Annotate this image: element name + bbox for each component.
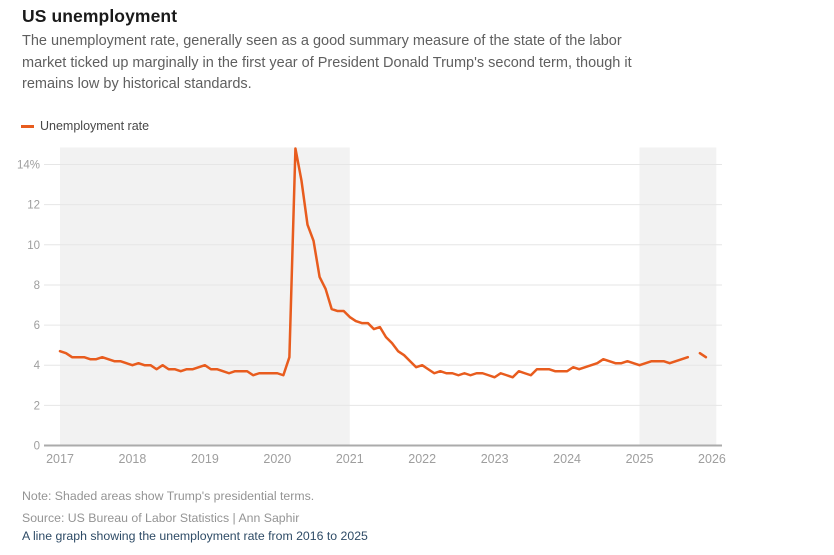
presidential-term-shading xyxy=(639,147,717,446)
y-axis-label: 0 xyxy=(34,441,40,453)
x-axis-label: 2017 xyxy=(46,452,74,466)
subtitle-line: market ticked up marginally in the first… xyxy=(22,54,632,71)
y-axis-label: 10 xyxy=(27,240,40,252)
x-axis-label: 2025 xyxy=(626,452,654,466)
x-axis-label: 2021 xyxy=(336,452,364,466)
x-axis-label: 2024 xyxy=(553,452,581,466)
x-axis-label: 2019 xyxy=(191,452,219,466)
subtitle-line: remains low by historical standards. xyxy=(22,76,252,92)
x-axis-label: 2023 xyxy=(481,452,509,466)
y-axis-label: 6 xyxy=(34,320,40,332)
x-axis-label: 2018 xyxy=(119,452,147,466)
y-axis-label: 4 xyxy=(34,360,41,372)
unemployment-rate-line xyxy=(58,147,690,379)
subtitle-line: The unemployment rate, generally seen as… xyxy=(22,33,622,49)
chart-legend: Unemployment rate xyxy=(21,119,149,133)
unemployment-rate-line xyxy=(698,351,708,359)
chart-note: Note: Shaded areas show Trump's presiden… xyxy=(22,489,315,503)
y-axis-label: 12 xyxy=(27,200,40,212)
x-axis-label: 2026 xyxy=(698,452,726,466)
y-axis-label: 2 xyxy=(34,400,40,412)
chart-source: Source: US Bureau of Labor Statistics | … xyxy=(22,511,300,525)
y-axis-label: 14% xyxy=(17,160,40,172)
unemployment-line-chart: 0 2 4 6 8 10 12 14% 2017 2018 2019 2020 2021 2022 2023… xyxy=(17,147,726,466)
presidential-term-shading xyxy=(60,147,350,446)
x-axis-label: 2022 xyxy=(408,452,436,466)
legend-label: Unemployment rate xyxy=(40,119,150,133)
page-title: US unemployment xyxy=(22,6,178,26)
y-axis-label: 8 xyxy=(34,280,40,292)
x-axis-label: 2020 xyxy=(263,452,291,466)
chart-alt-text: A line graph showing the unemployment ra… xyxy=(22,529,368,543)
legend-line-swatch xyxy=(21,125,34,128)
chart-subtitle: The unemployment rate, generally seen as… xyxy=(22,31,632,96)
